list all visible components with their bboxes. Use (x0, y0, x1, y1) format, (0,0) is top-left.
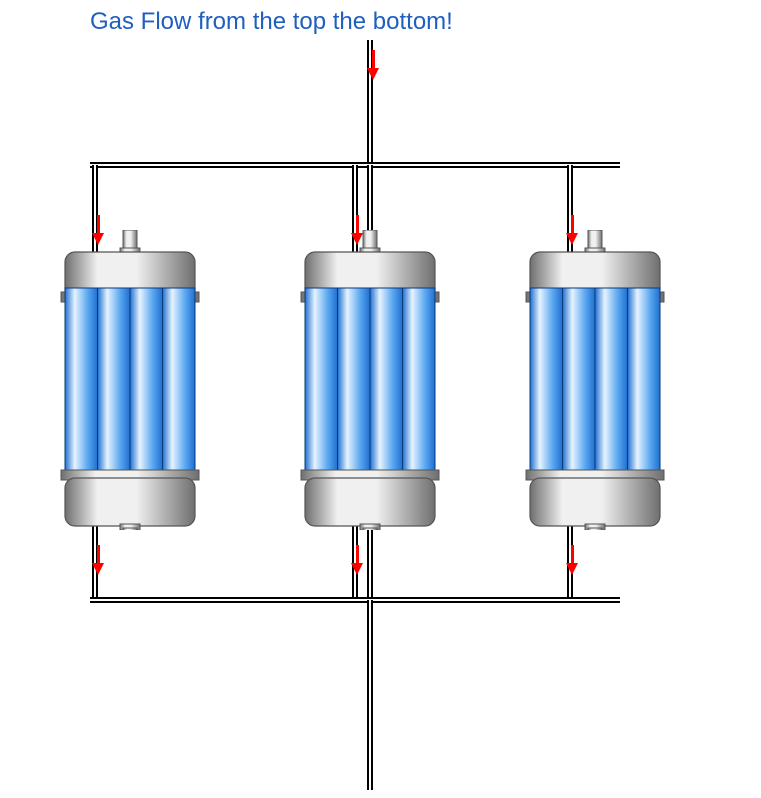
pipe-horizontal (90, 597, 620, 603)
filter-2 (295, 230, 445, 530)
diagram-canvas: Gas Flow from the top the bottom! (0, 0, 761, 798)
filter-3 (520, 230, 670, 530)
pipe-vertical (367, 600, 373, 790)
diagram-title: Gas Flow from the top the bottom! (90, 8, 453, 36)
filter-1 (55, 230, 205, 530)
